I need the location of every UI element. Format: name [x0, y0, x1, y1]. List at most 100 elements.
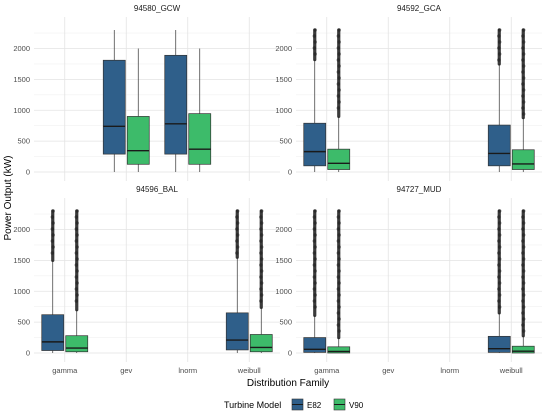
- outlier-point: [497, 233, 502, 237]
- x-tick-label: lnorm: [440, 366, 459, 375]
- outlier-point: [497, 257, 502, 261]
- outlier-point: [521, 263, 525, 267]
- outlier-point: [336, 58, 341, 62]
- outlier-point: [521, 52, 526, 56]
- outlier-point: [521, 40, 526, 44]
- x-tick-label: weibull: [499, 366, 523, 375]
- outlier-point: [259, 239, 263, 243]
- outlier-point: [336, 275, 341, 279]
- outlier-point: [521, 251, 525, 255]
- box-gev-E82: [102, 30, 126, 172]
- outlier-point: [497, 52, 502, 56]
- outlier-point: [336, 70, 341, 74]
- outlier-point: [497, 269, 502, 273]
- outlier-point: [313, 293, 317, 297]
- outlier-point: [336, 106, 341, 110]
- box-iqr: [126, 116, 150, 165]
- y-tick-label: 500: [279, 318, 292, 327]
- outlier-point: [336, 82, 341, 86]
- outlier-point: [259, 215, 263, 219]
- outlier-point: [337, 293, 341, 297]
- outlier-point: [312, 239, 317, 243]
- outlier-point: [521, 112, 526, 116]
- outlier-point: [51, 221, 55, 225]
- panel-94580_GCW: 94580_GCW 0 500 1000 1500 2000: [13, 4, 280, 181]
- box-iqr: [41, 314, 65, 351]
- outlier-point: [497, 239, 501, 243]
- y-tick-label: 2000: [275, 225, 292, 234]
- outlier-point: [497, 293, 502, 297]
- y-tick-label: 500: [17, 318, 30, 327]
- outlier-point: [50, 215, 55, 219]
- outlier-point: [521, 257, 526, 261]
- outlier-point: [337, 245, 341, 249]
- panel-94592_GCA: 94592_GCA 0 500 1000 1500 2000: [275, 4, 542, 181]
- outlier-point: [235, 233, 240, 237]
- panel-title: 94727_MUD: [397, 185, 442, 194]
- x-tick-label: lnorm: [178, 366, 197, 375]
- outlier-point: [313, 221, 317, 225]
- panel-title: 94580_GCW: [134, 4, 181, 13]
- outlier-point: [521, 281, 526, 285]
- outlier-point: [259, 281, 264, 285]
- outlier-point: [337, 100, 341, 104]
- box-gamma-V90: [65, 209, 89, 353]
- outlier-point: [259, 233, 264, 237]
- outlier-point: [313, 281, 317, 285]
- legend-entry-E82: E82: [291, 398, 322, 411]
- y-tick-label: 2000: [13, 44, 30, 53]
- box-iqr: [511, 345, 535, 354]
- outlier-point: [497, 58, 501, 62]
- y-tick-label: 2000: [13, 225, 30, 234]
- outlier-point: [51, 209, 55, 213]
- y-tick-label: 2000: [275, 44, 292, 53]
- box-gamma-E82: [303, 28, 327, 172]
- outlier-point: [336, 251, 341, 255]
- outlier-point: [259, 245, 264, 249]
- outlier-point: [312, 251, 317, 255]
- outlier-point: [74, 263, 79, 267]
- outlier-point: [336, 323, 341, 327]
- box-lnorm-V90: [188, 48, 212, 172]
- box-iqr: [164, 54, 188, 155]
- outlier-point: [336, 34, 341, 38]
- outlier-point: [51, 233, 55, 237]
- outlier-point: [312, 215, 317, 219]
- outlier-point: [75, 269, 79, 273]
- outlier-point: [337, 317, 341, 321]
- outlier-point: [74, 299, 79, 303]
- outlier-point: [497, 275, 501, 279]
- outlier-point: [336, 227, 341, 231]
- outlier-point: [259, 227, 263, 231]
- outlier-point: [50, 251, 55, 255]
- y-tick-label: 1500: [275, 256, 292, 265]
- outlier-point: [50, 239, 55, 243]
- outlier-point: [75, 257, 79, 261]
- outlier-point: [235, 227, 239, 231]
- y-tick-label: 0: [288, 168, 292, 177]
- y-tick-label: 500: [17, 137, 30, 146]
- outlier-point: [521, 323, 525, 327]
- outlier-point: [336, 46, 341, 50]
- outlier-point: [497, 227, 501, 231]
- y-tick-label: 1500: [13, 256, 30, 265]
- outlier-point: [497, 287, 501, 291]
- outlier-point: [336, 239, 341, 243]
- outlier-point: [259, 293, 264, 297]
- outlier-point: [75, 293, 79, 297]
- outlier-point: [521, 269, 526, 273]
- outlier-point: [337, 233, 341, 237]
- outlier-point: [521, 82, 525, 86]
- outlier-point: [521, 287, 525, 291]
- outlier-point: [235, 245, 240, 249]
- legend-title: Turbine Model: [224, 400, 281, 410]
- outlier-point: [521, 209, 526, 213]
- outlier-point: [521, 100, 526, 104]
- outlier-point: [497, 46, 501, 50]
- outlier-point: [74, 251, 79, 255]
- outlier-point: [521, 215, 525, 219]
- outlier-point: [50, 227, 55, 231]
- outlier-point: [521, 88, 526, 92]
- outlier-point: [337, 221, 341, 225]
